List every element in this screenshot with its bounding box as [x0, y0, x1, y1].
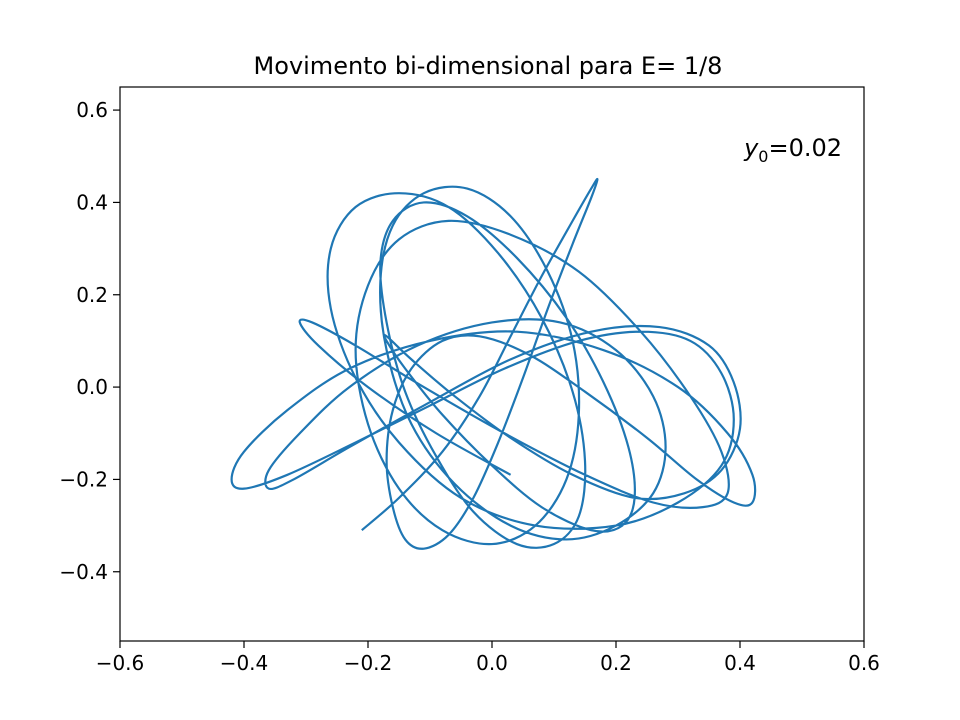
x-tick-label: −0.6: [96, 651, 145, 675]
trajectory-line: [230, 177, 757, 550]
x-tick-label: 0.4: [724, 651, 756, 675]
x-tick-label: −0.4: [220, 651, 269, 675]
y-tick-label: 0.0: [76, 375, 108, 399]
x-axis: −0.6 −0.4 −0.2 0.0 0.2 0.4 0.6: [96, 641, 880, 675]
x-tick-label: −0.2: [344, 651, 393, 675]
y-axis: −0.4 −0.2 0.0 0.2 0.4 0.6: [59, 98, 120, 584]
x-tick-label: 0.6: [848, 651, 880, 675]
y0-annotation: y0=0.02: [743, 134, 842, 166]
x-tick-label: 0.2: [600, 651, 632, 675]
chart-title: Movimento bi-dimensional para E= 1/8: [254, 52, 723, 80]
annotation-value: =0.02: [768, 134, 842, 162]
x-tick-label: 0.0: [476, 651, 508, 675]
annotation-subscript: 0: [758, 147, 768, 166]
annotation-variable: y: [743, 134, 759, 162]
plot-area: [230, 177, 757, 550]
y-tick-label: 0.2: [76, 283, 108, 307]
y-tick-label: 0.4: [76, 190, 108, 214]
y-tick-label: −0.4: [59, 560, 108, 584]
y-tick-label: −0.2: [59, 467, 108, 491]
y-tick-label: 0.6: [76, 98, 108, 122]
